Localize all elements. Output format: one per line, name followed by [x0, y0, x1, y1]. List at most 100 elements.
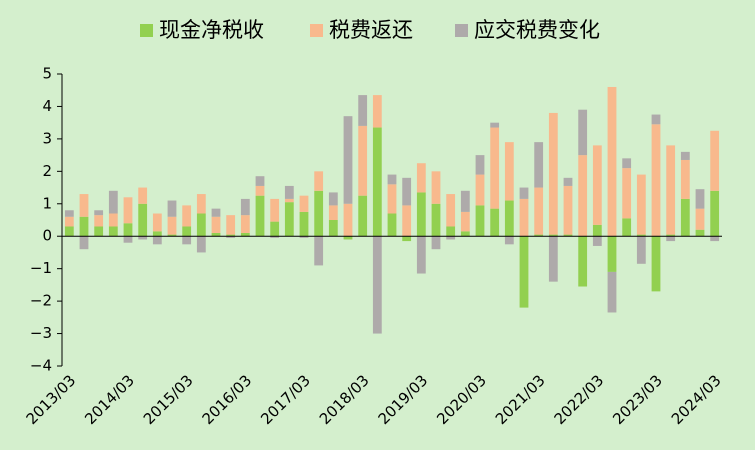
bar [563, 234, 573, 237]
bar [592, 145, 602, 225]
x-tick-label: 2021/03 [492, 371, 549, 428]
bar [387, 174, 397, 185]
bar [622, 218, 632, 237]
bar [636, 236, 646, 264]
bar [534, 234, 544, 237]
bar [431, 203, 441, 237]
bar [666, 234, 676, 237]
bar [402, 236, 412, 242]
x-tick-label: 2019/03 [375, 371, 432, 428]
bar [64, 226, 74, 237]
legend-label: 现金净税收 [159, 18, 264, 42]
legend-label: 税费返还 [329, 18, 413, 42]
bar [548, 112, 558, 235]
y-tick-label: 5 [42, 65, 52, 83]
bar [94, 226, 104, 237]
legend-swatch [140, 24, 153, 37]
bar [460, 231, 470, 237]
bar [402, 177, 412, 206]
bar [490, 127, 500, 209]
bar [387, 184, 397, 214]
bar [343, 236, 353, 240]
y-tick-label: 1 [42, 194, 52, 212]
bar [255, 176, 265, 186]
bar [167, 216, 177, 235]
x-tick-label: 2020/03 [433, 371, 490, 428]
bar [651, 114, 661, 125]
bar [226, 215, 236, 235]
bar [387, 213, 397, 237]
bar [636, 174, 646, 235]
bar [666, 236, 676, 242]
bar [284, 202, 294, 237]
bar [416, 163, 426, 193]
bar [196, 213, 206, 237]
bar [123, 197, 133, 224]
bar [402, 205, 412, 237]
bar [416, 236, 426, 274]
y-tick-label: −2 [30, 292, 52, 310]
bar [710, 190, 720, 237]
bar [358, 95, 368, 126]
x-tick-label: 2014/03 [81, 371, 138, 428]
bar [710, 236, 720, 242]
bar [460, 211, 470, 232]
bar [299, 236, 309, 238]
y-tick-label: 2 [42, 162, 52, 180]
legend-label: 应交税费变化 [474, 18, 600, 42]
bar [475, 205, 485, 237]
x-tick-label: 2018/03 [316, 371, 373, 428]
bar [79, 236, 89, 250]
bar [666, 145, 676, 235]
bar [578, 109, 588, 156]
bar [152, 213, 162, 232]
bar [328, 192, 338, 206]
bar [167, 200, 177, 217]
bar [504, 236, 514, 245]
bar [490, 208, 500, 237]
bar [284, 185, 294, 199]
bar [651, 236, 661, 292]
bar [64, 210, 74, 217]
bar [695, 229, 705, 237]
bar [607, 271, 617, 313]
x-tick-label: 2017/03 [257, 371, 314, 428]
bar [446, 236, 456, 240]
bar [328, 220, 338, 237]
bar [343, 203, 353, 237]
bar [563, 185, 573, 235]
bar [475, 174, 485, 206]
bar [299, 195, 309, 212]
bar [431, 171, 441, 204]
bar [314, 190, 324, 237]
bar [270, 221, 280, 237]
bar [314, 236, 324, 266]
bar [240, 198, 250, 216]
y-tick-label: −4 [30, 357, 52, 375]
bar [328, 205, 338, 220]
legend-swatch [455, 24, 468, 37]
bar [372, 95, 382, 128]
bar [152, 231, 162, 237]
bar [211, 216, 221, 233]
bar [108, 226, 118, 237]
bar [592, 224, 602, 237]
y-tick-label: 3 [42, 129, 52, 147]
bar [534, 142, 544, 188]
bar [123, 223, 133, 237]
bar [240, 215, 250, 233]
y-tick-label: −1 [30, 259, 52, 277]
x-tick-label: 2015/03 [140, 371, 197, 428]
bar [182, 236, 192, 245]
bar [446, 226, 456, 237]
x-tick-label: 2022/03 [551, 371, 608, 428]
bar [108, 190, 118, 214]
bar [255, 195, 265, 237]
bar [226, 234, 236, 237]
bar [578, 155, 588, 237]
bar [519, 198, 529, 237]
bar [152, 236, 162, 245]
x-tick-label: 2016/03 [199, 371, 256, 428]
bar [695, 208, 705, 230]
